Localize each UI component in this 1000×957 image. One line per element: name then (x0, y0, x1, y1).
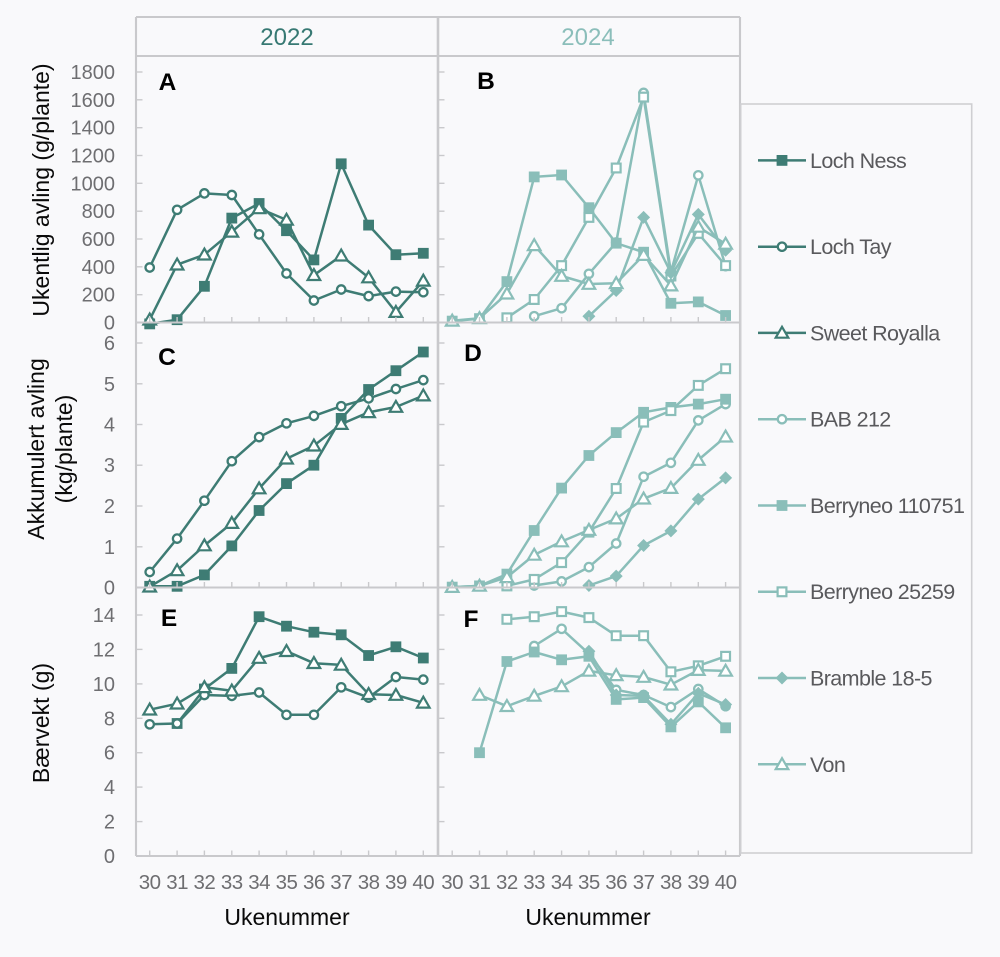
svg-text:600: 600 (82, 229, 115, 251)
svg-text:2024: 2024 (561, 24, 614, 51)
svg-text:Sweet Royalla: Sweet Royalla (810, 321, 940, 345)
svg-text:Bramble 18-5: Bramble 18-5 (810, 667, 933, 691)
svg-text:C: C (158, 344, 176, 371)
svg-text:B: B (477, 68, 495, 95)
svg-text:32: 32 (496, 871, 518, 894)
svg-text:Akkumulert avling: Akkumulert avling (23, 358, 49, 540)
svg-text:1400: 1400 (71, 118, 116, 140)
svg-text:200: 200 (82, 285, 115, 307)
svg-text:1600: 1600 (71, 90, 116, 112)
svg-text:4: 4 (104, 777, 115, 799)
svg-text:10: 10 (93, 674, 115, 696)
svg-text:E: E (161, 605, 177, 632)
svg-text:36: 36 (303, 871, 325, 894)
svg-text:Bærvekt (g): Bærvekt (g) (28, 663, 54, 783)
svg-text:0: 0 (104, 578, 115, 600)
svg-text:Berryneo 25259: Berryneo 25259 (810, 580, 955, 604)
svg-text:0: 0 (104, 313, 115, 335)
svg-text:40: 40 (715, 871, 737, 894)
svg-text:Ukentlig avling (g/plante): Ukentlig avling (g/plante) (28, 63, 54, 316)
svg-text:30: 30 (441, 871, 463, 894)
svg-text:6: 6 (104, 333, 115, 355)
svg-text:F: F (464, 606, 479, 633)
svg-text:A: A (159, 69, 177, 96)
svg-text:40: 40 (412, 871, 434, 894)
svg-text:38: 38 (660, 871, 682, 894)
svg-text:Loch Tay: Loch Tay (810, 235, 892, 259)
svg-text:800: 800 (82, 201, 115, 223)
svg-text:32: 32 (193, 871, 215, 894)
svg-text:Berryneo 110751: Berryneo 110751 (810, 494, 964, 518)
svg-text:2: 2 (104, 496, 115, 518)
svg-text:Von: Von (810, 753, 845, 777)
svg-text:30: 30 (139, 871, 161, 894)
svg-text:39: 39 (687, 871, 709, 894)
svg-text:(kg/plante): (kg/plante) (51, 395, 77, 504)
svg-text:400: 400 (82, 257, 115, 279)
svg-text:5: 5 (104, 374, 115, 396)
svg-text:Ukenummer: Ukenummer (224, 904, 350, 930)
svg-text:14: 14 (93, 605, 115, 627)
svg-text:6: 6 (104, 743, 115, 765)
svg-text:4: 4 (104, 415, 115, 437)
svg-text:BAB 212: BAB 212 (810, 408, 891, 432)
svg-text:38: 38 (358, 871, 380, 894)
svg-text:1200: 1200 (71, 146, 116, 168)
svg-text:39: 39 (385, 871, 407, 894)
svg-text:2: 2 (104, 812, 115, 834)
svg-text:1800: 1800 (71, 62, 116, 84)
svg-text:35: 35 (276, 871, 298, 894)
svg-text:34: 34 (551, 871, 573, 894)
svg-text:8: 8 (104, 708, 115, 730)
svg-text:36: 36 (605, 871, 627, 894)
svg-text:34: 34 (248, 871, 270, 894)
svg-text:3: 3 (104, 455, 115, 477)
svg-text:1: 1 (104, 537, 115, 559)
svg-text:1000: 1000 (71, 173, 116, 195)
svg-text:D: D (464, 340, 482, 367)
svg-text:Ukenummer: Ukenummer (525, 904, 651, 930)
svg-text:2022: 2022 (260, 24, 313, 51)
svg-text:31: 31 (166, 871, 188, 894)
svg-text:33: 33 (221, 871, 243, 894)
svg-text:35: 35 (578, 871, 600, 894)
svg-text:12: 12 (93, 639, 115, 661)
svg-text:31: 31 (469, 871, 491, 894)
svg-text:Loch Ness: Loch Ness (810, 149, 906, 173)
svg-text:37: 37 (330, 871, 352, 894)
svg-text:37: 37 (633, 871, 655, 894)
svg-text:33: 33 (523, 871, 545, 894)
svg-text:0: 0 (104, 846, 115, 868)
